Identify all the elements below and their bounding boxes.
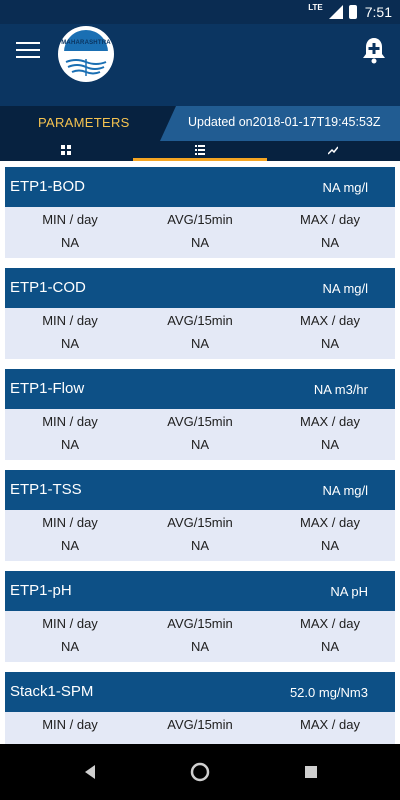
avg-label: AVG/15min xyxy=(167,414,233,429)
signal-icon xyxy=(328,5,343,19)
parameter-card[interactable]: ETP1-TSS NA mg/l MIN / day AVG/15min MAX… xyxy=(5,470,395,561)
avg-value: NA xyxy=(190,336,210,351)
status-icons: LTE 7:51 xyxy=(308,3,392,21)
max-label: MAX / day xyxy=(300,212,360,227)
max-value: NA xyxy=(320,639,340,654)
recents-button[interactable] xyxy=(299,760,323,784)
card-stats: MIN / day AVG/15min MAX / day NA NA NA xyxy=(5,207,395,258)
parameter-card[interactable]: Stack1-SPM 52.0 mg/Nm3 MIN / day AVG/15m… xyxy=(5,672,395,744)
max-value: NA xyxy=(320,235,340,250)
parameter-card[interactable]: ETP1-Flow NA m3/hr MIN / day AVG/15min M… xyxy=(5,369,395,460)
min-label: MIN / day xyxy=(42,515,98,530)
min-label: MIN / day xyxy=(42,717,98,732)
parameter-card[interactable]: ETP1-COD NA mg/l MIN / day AVG/15min MAX… xyxy=(5,268,395,359)
tab-trend[interactable] xyxy=(266,141,400,161)
logo-text: MAHARASHTRA xyxy=(61,40,111,46)
parameter-card[interactable]: ETP1-pH NA pH MIN / day AVG/15min MAX / … xyxy=(5,571,395,662)
battery-icon xyxy=(348,5,357,19)
avg-label: AVG/15min xyxy=(167,313,233,328)
parameter-list: ETP1-BOD NA mg/l MIN / day AVG/15min MAX… xyxy=(0,161,400,744)
active-tab-indicator xyxy=(133,158,267,161)
parameter-name: Stack1-SPM xyxy=(10,683,94,700)
card-header: ETP1-TSS NA mg/l xyxy=(5,470,395,510)
parameter-value: NA m3/hr xyxy=(313,382,368,397)
card-stats: MIN / day AVG/15min MAX / day NA NA NA xyxy=(5,510,395,561)
avg-label: AVG/15min xyxy=(167,616,233,631)
max-value: NA xyxy=(320,437,340,452)
system-nav-bar xyxy=(0,744,400,800)
back-button[interactable] xyxy=(78,760,102,784)
app-logo: MAHARASHTRA xyxy=(58,26,114,82)
parameter-name: ETP1-pH xyxy=(10,582,72,599)
parameters-label: PARAMETERS xyxy=(38,115,130,130)
avg-value: NA xyxy=(190,235,210,250)
avg-label: AVG/15min xyxy=(167,515,233,530)
parameter-value: 52.0 mg/Nm3 xyxy=(289,685,368,700)
parameter-value: NA pH xyxy=(330,584,368,599)
home-button[interactable] xyxy=(188,760,212,784)
max-label: MAX / day xyxy=(300,515,360,530)
card-header: ETP1-COD NA mg/l xyxy=(5,268,395,308)
min-label: MIN / day xyxy=(42,313,98,328)
min-value: NA xyxy=(60,336,80,351)
min-value: NA xyxy=(60,538,80,553)
card-stats: MIN / day AVG/15min MAX / day NA NA NA xyxy=(5,409,395,460)
tab-list[interactable] xyxy=(133,141,266,161)
grid-icon xyxy=(61,145,71,155)
card-header: ETP1-Flow NA m3/hr xyxy=(5,369,395,409)
card-stats: MIN / day AVG/15min MAX / day NA NA NA xyxy=(5,611,395,662)
parameters-bar: PARAMETERS Updated on2018-01-17T19:45:53… xyxy=(0,106,400,141)
min-value: NA xyxy=(60,437,80,452)
view-tabs xyxy=(0,141,400,161)
max-value: NA xyxy=(320,336,340,351)
max-label: MAX / day xyxy=(300,414,360,429)
menu-icon[interactable] xyxy=(16,42,40,60)
min-label: MIN / day xyxy=(42,616,98,631)
trend-icon xyxy=(328,146,338,155)
app-bar: MAHARASHTRA xyxy=(0,24,400,106)
avg-label: AVG/15min xyxy=(167,212,233,227)
card-stats: MIN / day AVG/15min MAX / day NA NA NA xyxy=(5,308,395,359)
avg-value: NA xyxy=(190,437,210,452)
updated-timestamp: Updated on2018-01-17T19:45:53Z xyxy=(188,115,381,129)
max-label: MAX / day xyxy=(300,313,360,328)
card-header: ETP1-BOD NA mg/l xyxy=(5,167,395,207)
parameter-card[interactable]: ETP1-BOD NA mg/l MIN / day AVG/15min MAX… xyxy=(5,167,395,258)
parameter-value: NA mg/l xyxy=(322,483,368,498)
list-icon xyxy=(195,145,205,155)
min-label: MIN / day xyxy=(42,212,98,227)
max-label: MAX / day xyxy=(300,717,360,732)
add-alert-icon[interactable] xyxy=(362,36,386,64)
home-icon xyxy=(190,762,210,782)
back-icon xyxy=(85,765,95,779)
min-value: NA xyxy=(60,639,80,654)
max-label: MAX / day xyxy=(300,616,360,631)
status-bar: LTE 7:51 xyxy=(0,0,400,24)
parameter-name: ETP1-Flow xyxy=(10,380,85,397)
min-value: NA xyxy=(60,235,80,250)
status-time: 7:51 xyxy=(364,4,392,20)
max-value: NA xyxy=(320,538,340,553)
avg-value: NA xyxy=(190,538,210,553)
card-stats: MIN / day AVG/15min MAX / day xyxy=(5,712,395,744)
parameter-name: ETP1-TSS xyxy=(10,481,82,498)
recents-icon xyxy=(305,766,317,778)
tab-grid[interactable] xyxy=(0,141,133,161)
logo-emblem-icon xyxy=(59,27,113,81)
avg-label: AVG/15min xyxy=(167,717,233,732)
parameter-value: NA mg/l xyxy=(322,180,368,195)
updated-banner: Updated on2018-01-17T19:45:53Z xyxy=(160,106,400,141)
card-header: Stack1-SPM 52.0 mg/Nm3 xyxy=(5,672,395,712)
network-type: LTE xyxy=(308,2,323,12)
parameter-name: ETP1-COD xyxy=(10,279,86,296)
card-header: ETP1-pH NA pH xyxy=(5,571,395,611)
avg-value: NA xyxy=(190,639,210,654)
parameter-value: NA mg/l xyxy=(322,281,368,296)
min-label: MIN / day xyxy=(42,414,98,429)
parameter-name: ETP1-BOD xyxy=(10,178,86,195)
